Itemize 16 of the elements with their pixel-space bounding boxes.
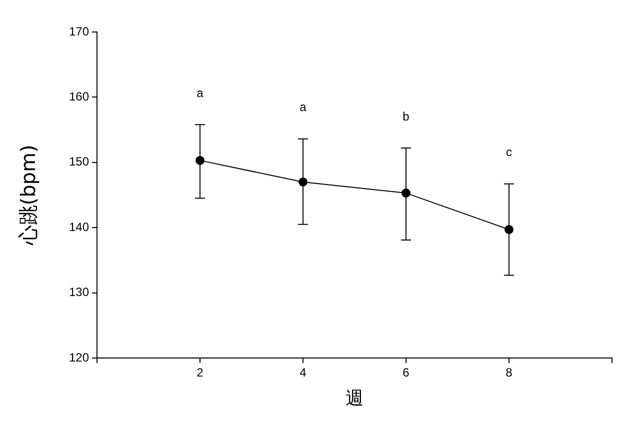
y-axis-title: 心跳(bpm): [16, 144, 40, 246]
y-tick-label: 130: [68, 285, 90, 300]
annotation: a: [300, 100, 307, 114]
y-tick-label: 160: [68, 90, 90, 104]
y-tick-label: 170: [68, 24, 90, 38]
x-tick-label: 2: [196, 366, 204, 380]
x-axis-title: 週: [346, 388, 364, 409]
annotation: c: [506, 145, 512, 160]
x-tick-label: 6: [402, 366, 410, 380]
x-tick-label: 4: [300, 366, 307, 380]
y-tick-label: 150: [68, 154, 90, 169]
y-tick-label: 140: [68, 220, 90, 234]
y-tick-label: 120: [68, 350, 90, 364]
annotation: b: [402, 109, 410, 124]
x-tick-label: 8: [506, 366, 513, 380]
annotation: a: [196, 86, 204, 100]
